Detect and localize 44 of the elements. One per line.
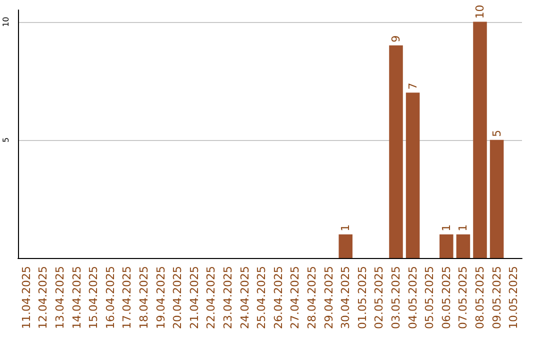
x-tick-label: 02.05.2025	[372, 266, 386, 330]
x-tick-label: 08.05.2025	[474, 266, 486, 330]
x-tick-label: 27.04.2025	[288, 266, 302, 330]
x-tick-label: 15.04.2025	[87, 266, 100, 330]
bar	[440, 234, 454, 258]
x-tick-label: 06.05.2025	[440, 266, 453, 330]
x-tick-label: 03.05.2025	[390, 266, 402, 330]
bar	[338, 234, 352, 258]
bar	[406, 92, 420, 258]
x-tick-label: 07.05.2025	[456, 266, 470, 330]
data-label: 5	[490, 130, 504, 137]
x-tick-label: 23.04.2025	[222, 266, 234, 330]
x-tick-label: 10.05.2025	[507, 266, 520, 330]
data-label: 1	[339, 224, 352, 232]
x-tick-label: 29.04.2025	[322, 266, 336, 330]
x-tick-label: 20.04.2025	[171, 266, 184, 330]
x-tick-label: 30.04.2025	[339, 266, 352, 330]
data-label: 10	[474, 4, 486, 19]
bar	[456, 234, 470, 258]
bar	[490, 140, 504, 258]
data-label: 9	[390, 35, 402, 42]
x-tick-label: 24.04.2025	[238, 266, 252, 330]
x-tick-label: 19.04.2025	[154, 266, 168, 330]
bar	[473, 22, 487, 258]
x-tick-label: 22.04.2025	[204, 266, 218, 330]
data-label: 1	[456, 224, 470, 232]
x-tick-label: 14.04.2025	[70, 266, 84, 330]
x-tick-label: 13.04.2025	[54, 266, 66, 330]
data-label: 1	[440, 224, 453, 232]
x-tick-label: 05.05.2025	[423, 266, 436, 330]
x-tick-label: 11.04.2025	[20, 266, 33, 330]
x-tick-label: 09.05.2025	[490, 266, 504, 330]
x-tick-label: 26.04.2025	[272, 266, 285, 330]
x-tick-label: 16.04.2025	[104, 266, 117, 330]
x-tick-label: 18.04.2025	[138, 266, 150, 330]
x-tick-label: 25.04.2025	[255, 266, 268, 330]
bar	[389, 45, 403, 258]
x-tick-label: 17.04.2025	[120, 266, 134, 330]
x-tick-label: 01.05.2025	[356, 266, 369, 330]
data-label: 7	[406, 82, 420, 90]
x-tick-label: 21.04.2025	[188, 266, 201, 330]
x-tick-label: 28.04.2025	[306, 266, 318, 330]
x-tick-label: 12.04.2025	[36, 266, 50, 330]
x-tick-label: 04.05.2025	[406, 266, 420, 330]
